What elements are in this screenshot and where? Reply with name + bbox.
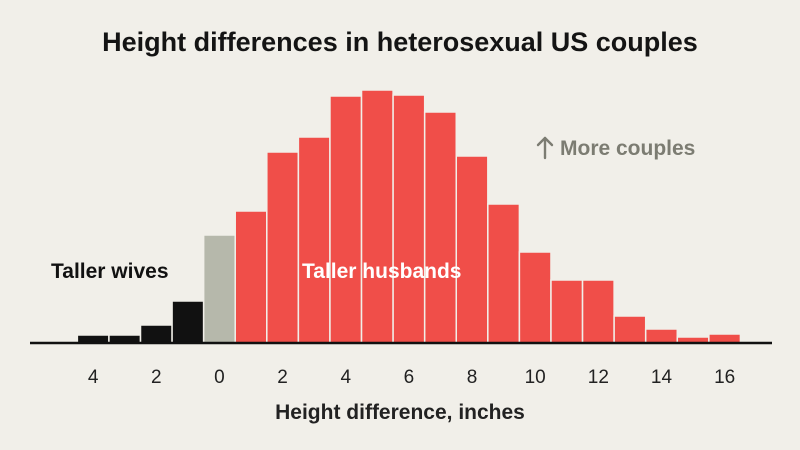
- x-tick-label: 4: [340, 367, 351, 388]
- x-tick-label: 12: [588, 367, 609, 388]
- x-tick-label: 14: [651, 367, 673, 388]
- arrow-up-icon: [536, 136, 554, 160]
- x-tick-label: 8: [467, 367, 478, 388]
- annotation-taller-husbands: Taller husbands: [302, 260, 461, 283]
- annotation-more-couples: More couples: [536, 136, 695, 160]
- bar-6: [392, 94, 426, 344]
- bar-3: [297, 136, 331, 344]
- bar-5: [360, 89, 394, 344]
- bar-10: [518, 251, 552, 344]
- x-tick-label: 16: [714, 367, 735, 388]
- x-axis-label: Height difference, inches: [275, 401, 525, 424]
- bar-16: [708, 333, 742, 344]
- x-tick-label: 6: [404, 367, 415, 388]
- x-tick-label: 10: [525, 367, 546, 388]
- bar-9: [487, 203, 521, 344]
- x-tick-label: 2: [277, 367, 288, 388]
- bar-2: [266, 151, 300, 344]
- annotation-taller-wives: Taller wives: [51, 260, 169, 283]
- bar-12: [581, 279, 615, 344]
- x-tick-labels: 4 2 0 2 4 6 8 10 12 14 16: [88, 367, 735, 388]
- bar-4: [329, 95, 363, 344]
- bars-group: [76, 89, 742, 344]
- bar-14: [644, 328, 679, 344]
- x-tick-label: 2: [151, 367, 162, 388]
- x-tick-label: 4: [88, 367, 99, 388]
- bar-1: [234, 210, 268, 344]
- bar-7: [423, 111, 457, 344]
- bar-8: [455, 155, 489, 344]
- x-tick-label: 0: [214, 367, 225, 388]
- bar-11: [550, 279, 584, 344]
- bar-13: [613, 315, 647, 344]
- bar-0: [202, 234, 236, 344]
- chart-title: Height differences in heterosexual US co…: [102, 27, 698, 57]
- bar--2: [139, 324, 173, 344]
- bar--1: [171, 300, 205, 344]
- annotation-more-couples-text: More couples: [560, 137, 695, 160]
